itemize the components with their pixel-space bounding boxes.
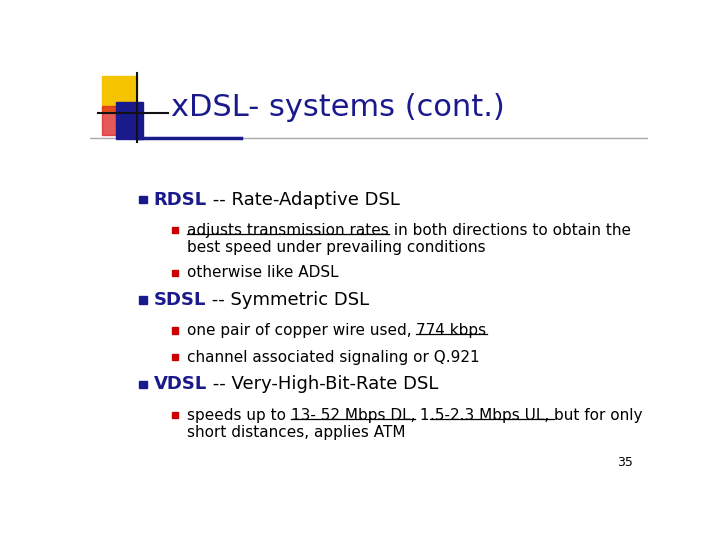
Text: 35: 35 <box>616 456 632 469</box>
Text: SDSL: SDSL <box>153 291 206 309</box>
Text: 774 kbps: 774 kbps <box>416 323 487 338</box>
Text: -- Rate-Adaptive DSL: -- Rate-Adaptive DSL <box>207 191 400 208</box>
Text: otherwise like ADSL: otherwise like ADSL <box>187 265 338 280</box>
Bar <box>102 76 137 113</box>
Text: in both directions to obtain the: in both directions to obtain the <box>389 223 631 238</box>
Text: VDSL: VDSL <box>153 375 207 393</box>
Text: RDSL: RDSL <box>153 191 207 208</box>
Text: speeds up to: speeds up to <box>187 408 291 423</box>
Text: -- Symmetric DSL: -- Symmetric DSL <box>206 291 369 309</box>
Bar <box>139 381 147 388</box>
Text: channel associated signaling or Q.921: channel associated signaling or Q.921 <box>187 350 480 365</box>
Text: .5-2.3 Mbps UL,: .5-2.3 Mbps UL, <box>430 408 554 423</box>
Bar <box>139 195 147 204</box>
Text: 13- 52 Mbps DL,: 13- 52 Mbps DL, <box>291 408 415 423</box>
Text: best speed under prevailing conditions: best speed under prevailing conditions <box>187 240 485 255</box>
Text: xDSL- systems (cont.): xDSL- systems (cont.) <box>171 93 505 122</box>
Text: 1: 1 <box>415 408 430 423</box>
Text: short distances, applies ATM: short distances, applies ATM <box>187 424 405 440</box>
Bar <box>172 412 179 418</box>
Bar <box>172 227 179 233</box>
Text: -- Very-High-Bit-Rate DSL: -- Very-High-Bit-Rate DSL <box>207 375 438 393</box>
Bar <box>172 269 179 276</box>
Bar <box>102 106 125 135</box>
Bar <box>116 102 143 139</box>
Text: but for only: but for only <box>554 408 642 423</box>
Bar <box>172 354 179 361</box>
Text: one pair of copper wire used,: one pair of copper wire used, <box>187 323 416 338</box>
Bar <box>139 296 147 303</box>
Bar <box>172 327 179 334</box>
Text: adjusts transmission rates: adjusts transmission rates <box>187 223 389 238</box>
